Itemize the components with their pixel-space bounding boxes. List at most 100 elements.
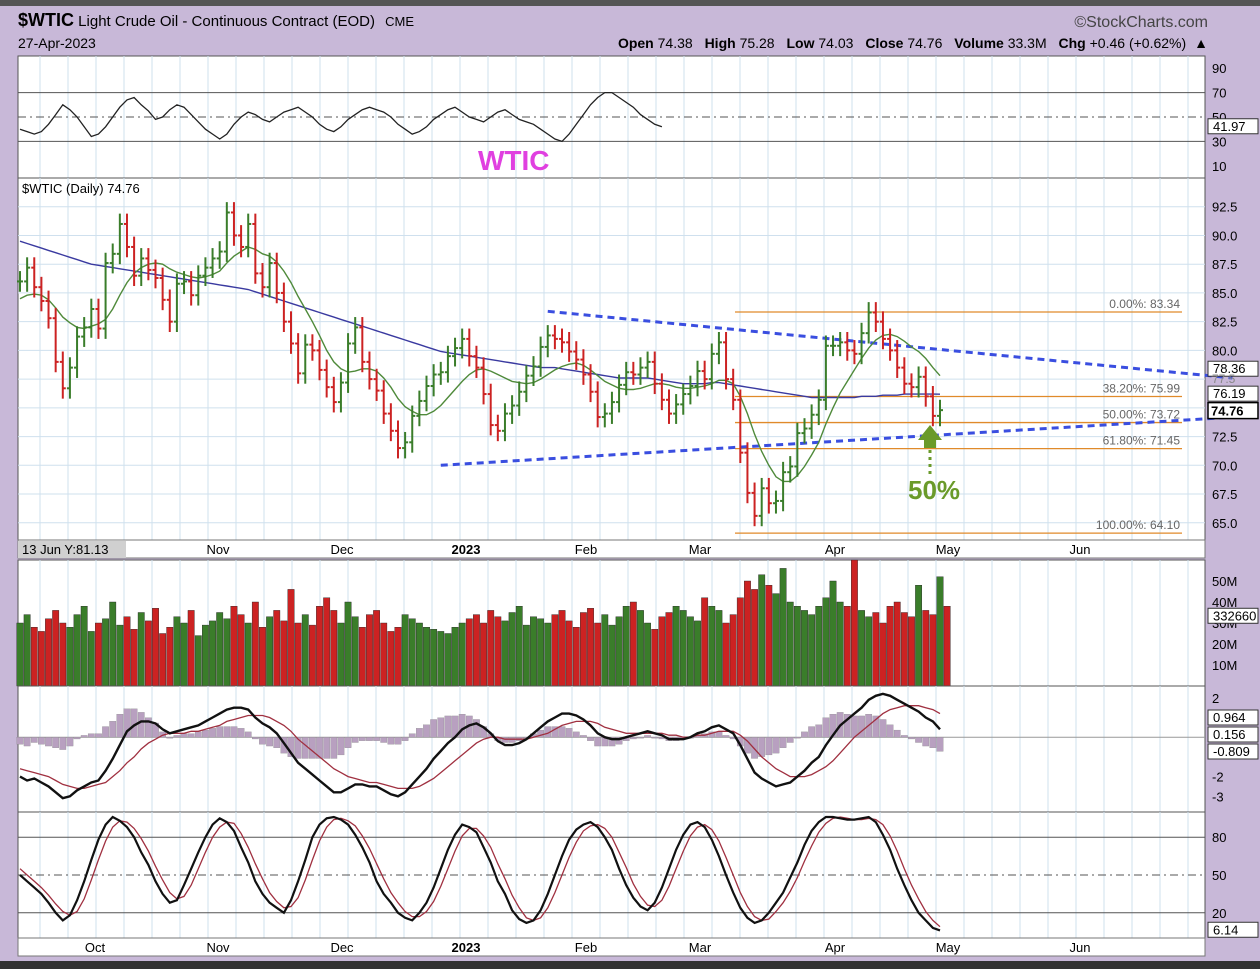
macd-histogram-bar (637, 737, 644, 739)
price-panel-bg (17, 177, 1206, 541)
price-tick-label: 70.0 (1212, 458, 1237, 473)
macd-histogram-bar (95, 733, 102, 738)
macd-histogram-bar (180, 733, 188, 738)
price-tick-label: 92.5 (1212, 200, 1237, 215)
volume-bar (458, 622, 466, 687)
ohlc-bar (630, 361, 637, 385)
macd-histogram-bar (423, 724, 430, 738)
macd-panel-bg (17, 685, 1206, 813)
trendline-lower (440, 414, 1254, 467)
ohlc-bar (701, 360, 708, 390)
close-label: Close (865, 35, 904, 51)
volume-bar (594, 622, 602, 687)
symbol-label: $WTIC (18, 10, 74, 30)
macd-value-label: 0.964 (1213, 710, 1246, 725)
price-label-sma-long-box (1207, 385, 1259, 402)
macd-histogram-bar (473, 719, 480, 738)
ohlc-bar (280, 282, 287, 332)
ohlc-bar (81, 317, 88, 347)
macd-tick-label: -2 (1212, 770, 1224, 785)
price-x-axis-bg (17, 539, 1206, 559)
low-label: Low (786, 35, 815, 51)
volume-bar (130, 629, 138, 687)
macd-histogram-bar (59, 737, 67, 750)
ohlc-bar (872, 302, 879, 332)
open-label: Open (617, 35, 654, 51)
volume-bar (508, 612, 516, 687)
macd-histogram-bar (73, 737, 81, 740)
ohlc-bar (288, 311, 295, 354)
macd-histogram-bar (366, 737, 373, 741)
ohlc-bar (673, 394, 680, 424)
volume-bar (793, 606, 801, 687)
macd-histogram-bar (52, 737, 60, 748)
volume-bar (736, 597, 744, 687)
ohlc-bar (416, 390, 423, 427)
fifty-percent-label: 50% (908, 475, 960, 505)
macd-histogram-bar (580, 735, 587, 738)
macd-histogram-bar (244, 731, 252, 738)
ohlc-bar (181, 271, 188, 295)
macd-histogram-bar (765, 737, 773, 756)
ohlc-bar (772, 490, 779, 514)
volume-bar (294, 622, 302, 687)
exchange-label: CME (385, 14, 415, 29)
rsi-tick-label: 90 (1212, 61, 1226, 76)
volume-bar (494, 616, 502, 687)
macd-histogram-bar (16, 737, 24, 745)
macd-histogram-bar (801, 731, 808, 738)
sma-long-line (19, 240, 941, 399)
ohlc-bar (580, 349, 587, 385)
date-tooltip-bg (18, 541, 126, 558)
ohlc-bar (616, 374, 623, 413)
volume-bar (137, 612, 145, 687)
macd-histogram-bar (843, 714, 851, 738)
ohlc-bar (601, 403, 608, 428)
ohlc-bar (715, 331, 722, 365)
volume-bar (209, 620, 216, 687)
volume-bar (865, 616, 873, 687)
ohlc-bar (858, 322, 865, 365)
macd-histogram-bar (38, 737, 45, 745)
ohlc-bar (273, 252, 280, 304)
volume-bar (66, 627, 74, 687)
ohlc-bar (409, 405, 416, 453)
volume-bar (836, 601, 844, 687)
macd-histogram-bar (751, 737, 758, 759)
macd-histogram-bar (387, 737, 395, 745)
rsi-last-value: 41.97 (1213, 119, 1246, 134)
macd-histogram-bar (893, 729, 901, 738)
volume-bar (194, 635, 202, 687)
ohlc-bar (459, 328, 466, 359)
ohlc-bar (195, 265, 202, 306)
ohlc-bar (780, 461, 787, 512)
price-x-tick-label: Dec (330, 542, 354, 557)
volume-bar (786, 601, 794, 687)
macd-histogram-bar (651, 737, 659, 739)
ohlc-bar (523, 365, 530, 403)
volume-bar (900, 612, 908, 687)
volume-bar (330, 610, 338, 687)
ohlc-bar (59, 351, 66, 399)
macd-histogram-bar (851, 715, 858, 738)
stochastic-last-value: 6.14 (1213, 922, 1238, 937)
macd-tick-label: 2 (1212, 691, 1219, 706)
ohlc-bar (501, 403, 508, 442)
bottom-x-tick-label: May (936, 940, 961, 955)
macd-histogram-bar (929, 737, 937, 748)
volume-bar (929, 614, 937, 687)
macd-histogram-bar (230, 726, 238, 738)
high-value: 75.28 (739, 35, 775, 51)
macd-histogram-bar (401, 737, 409, 741)
macd-histogram-bar (644, 735, 651, 738)
ohlc-bar (837, 331, 844, 357)
ohlc-bar (352, 317, 359, 354)
volume-bar (515, 606, 523, 687)
ohlc-bar (188, 271, 195, 306)
macd-histogram-bar (872, 715, 880, 738)
macd-hist-value-label-box (1207, 743, 1259, 760)
macd-histogram-bar (572, 731, 580, 738)
volume-label: Volume (954, 35, 1004, 51)
ohlc-bar (708, 343, 715, 390)
